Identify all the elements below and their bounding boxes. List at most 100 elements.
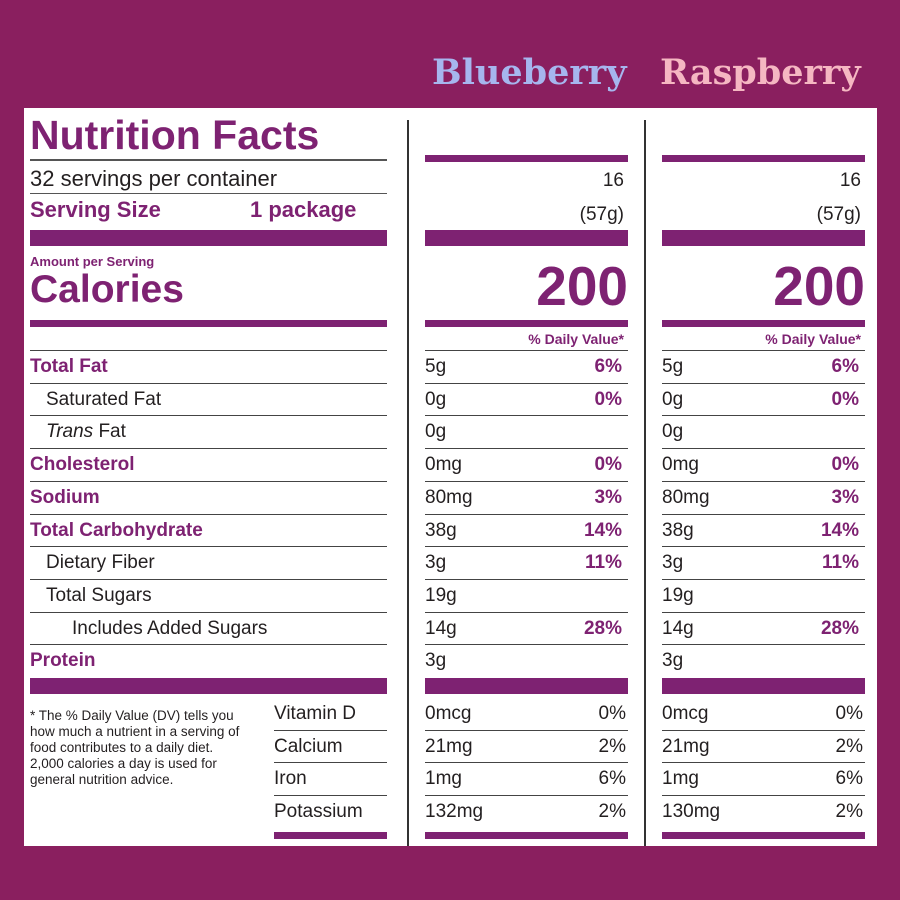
serving-size-label: Serving Size bbox=[30, 197, 161, 222]
rule bbox=[425, 382, 628, 384]
rule bbox=[662, 350, 865, 351]
mineral-amount: 21mg bbox=[425, 735, 473, 757]
nutrient-amount: 3g bbox=[662, 552, 684, 574]
nutrient-daily-value: 0% bbox=[594, 454, 622, 476]
nutrient-label: Total Fat bbox=[30, 356, 108, 377]
daily-value-header: % Daily Value* bbox=[765, 331, 861, 347]
mineral-amount: 0mcg bbox=[425, 703, 472, 724]
calories-value: 200 bbox=[536, 255, 628, 317]
mineral-daily-value: 6% bbox=[598, 768, 626, 790]
rule bbox=[425, 795, 628, 797]
mineral-label: Vitamin D bbox=[274, 703, 357, 724]
nutrient-daily-value: 11% bbox=[585, 552, 622, 574]
flavor-title-raspberry: Raspberry bbox=[660, 52, 861, 93]
nutrient-daily-value: 14% bbox=[820, 519, 859, 541]
nutrient-amount: 14g bbox=[425, 617, 457, 639]
rule-medium bbox=[425, 155, 628, 162]
mineral-amount: 1mg bbox=[662, 768, 699, 790]
rule-medium bbox=[662, 155, 865, 162]
rule bbox=[662, 480, 865, 482]
nutrient-label: Cholesterol bbox=[30, 454, 135, 476]
mineral-daily-value: 2% bbox=[598, 735, 626, 757]
rule bbox=[30, 159, 387, 161]
nutrient-amount: 38g bbox=[662, 519, 694, 541]
rule bbox=[30, 193, 387, 194]
rule bbox=[425, 350, 628, 351]
nutrient-daily-value: 28% bbox=[820, 617, 859, 639]
rule-medium bbox=[425, 320, 628, 327]
rule bbox=[30, 578, 387, 580]
nutrient-amount: 80mg bbox=[662, 486, 710, 508]
calories-value: 200 bbox=[773, 255, 865, 317]
mineral-daily-value: 2% bbox=[835, 735, 863, 757]
nutrient-daily-value: 0% bbox=[594, 388, 622, 410]
rule bbox=[274, 762, 387, 764]
rule bbox=[274, 795, 387, 797]
servings-value: 16 bbox=[839, 170, 861, 191]
nutrient-label: Total Carbohydrate bbox=[30, 519, 203, 541]
rule bbox=[662, 546, 865, 548]
mineral-label: Iron bbox=[274, 768, 307, 790]
mineral-daily-value: 2% bbox=[835, 801, 863, 823]
mineral-daily-value: 6% bbox=[835, 768, 863, 790]
nutrition-facts-panel: Nutrition Facts 32 servings per containe… bbox=[24, 108, 877, 846]
nutrient-amount: 0g bbox=[662, 421, 684, 443]
nutrient-amount: 3g bbox=[425, 552, 447, 574]
rule-medium bbox=[425, 832, 628, 839]
rule bbox=[662, 729, 865, 731]
mineral-daily-value: 0% bbox=[598, 703, 626, 724]
rule bbox=[425, 578, 628, 580]
rule-thick bbox=[662, 678, 865, 694]
nutrient-label: Trans Fat bbox=[46, 421, 126, 443]
nutrient-label-rest: Fat bbox=[93, 421, 126, 443]
rule bbox=[30, 546, 387, 548]
calories-label: Calories bbox=[30, 268, 184, 311]
rule bbox=[30, 644, 387, 646]
rule bbox=[425, 762, 628, 764]
daily-value-header: % Daily Value* bbox=[528, 331, 624, 347]
flavor-title-blueberry: Blueberry bbox=[432, 52, 627, 93]
rule bbox=[662, 513, 865, 515]
nutrient-amount: 0g bbox=[425, 421, 447, 443]
mineral-amount: 21mg bbox=[662, 735, 710, 757]
rule bbox=[425, 611, 628, 613]
nutrient-daily-value: 3% bbox=[831, 486, 859, 508]
nutrient-label: Dietary Fiber bbox=[46, 552, 155, 574]
rule bbox=[425, 513, 628, 515]
mineral-daily-value: 2% bbox=[598, 801, 626, 823]
footnote: * The % Daily Value (DV) tells you how m… bbox=[30, 708, 240, 787]
rule-medium bbox=[662, 320, 865, 327]
rule-thick bbox=[30, 678, 387, 694]
label-title: Nutrition Facts bbox=[30, 112, 320, 158]
nutrient-label: Includes Added Sugars bbox=[72, 617, 268, 639]
rule bbox=[662, 611, 865, 613]
nutrient-daily-value: 0% bbox=[831, 388, 859, 410]
mineral-label: Potassium bbox=[274, 801, 363, 823]
rule bbox=[30, 513, 387, 515]
rule bbox=[425, 644, 628, 646]
column-divider bbox=[407, 120, 409, 846]
nutrient-amount: 19g bbox=[662, 584, 694, 606]
rule bbox=[425, 480, 628, 482]
nutrient-label-italic: Trans bbox=[46, 421, 94, 443]
nutrient-label: Protein bbox=[30, 650, 96, 672]
mineral-amount: 130mg bbox=[662, 801, 721, 823]
nutrient-daily-value: 6% bbox=[831, 356, 859, 377]
servings-value: 16 bbox=[602, 170, 624, 191]
rule-medium bbox=[30, 320, 387, 327]
rule bbox=[30, 350, 387, 351]
nutrient-daily-value: 11% bbox=[822, 552, 859, 574]
rule bbox=[30, 448, 387, 450]
servings-per-container: 32 servings per container bbox=[30, 166, 278, 191]
serving-size-value: (57g) bbox=[816, 204, 861, 225]
mineral-amount: 132mg bbox=[425, 801, 484, 823]
nutrient-daily-value: 14% bbox=[583, 519, 622, 541]
rule bbox=[274, 729, 387, 731]
rule bbox=[30, 415, 387, 417]
nutrient-amount: 3g bbox=[662, 650, 684, 672]
nutrient-amount: 14g bbox=[662, 617, 694, 639]
rule bbox=[662, 795, 865, 797]
mineral-amount: 0mcg bbox=[662, 703, 709, 724]
rule bbox=[662, 578, 865, 580]
rule-thick bbox=[425, 230, 628, 246]
